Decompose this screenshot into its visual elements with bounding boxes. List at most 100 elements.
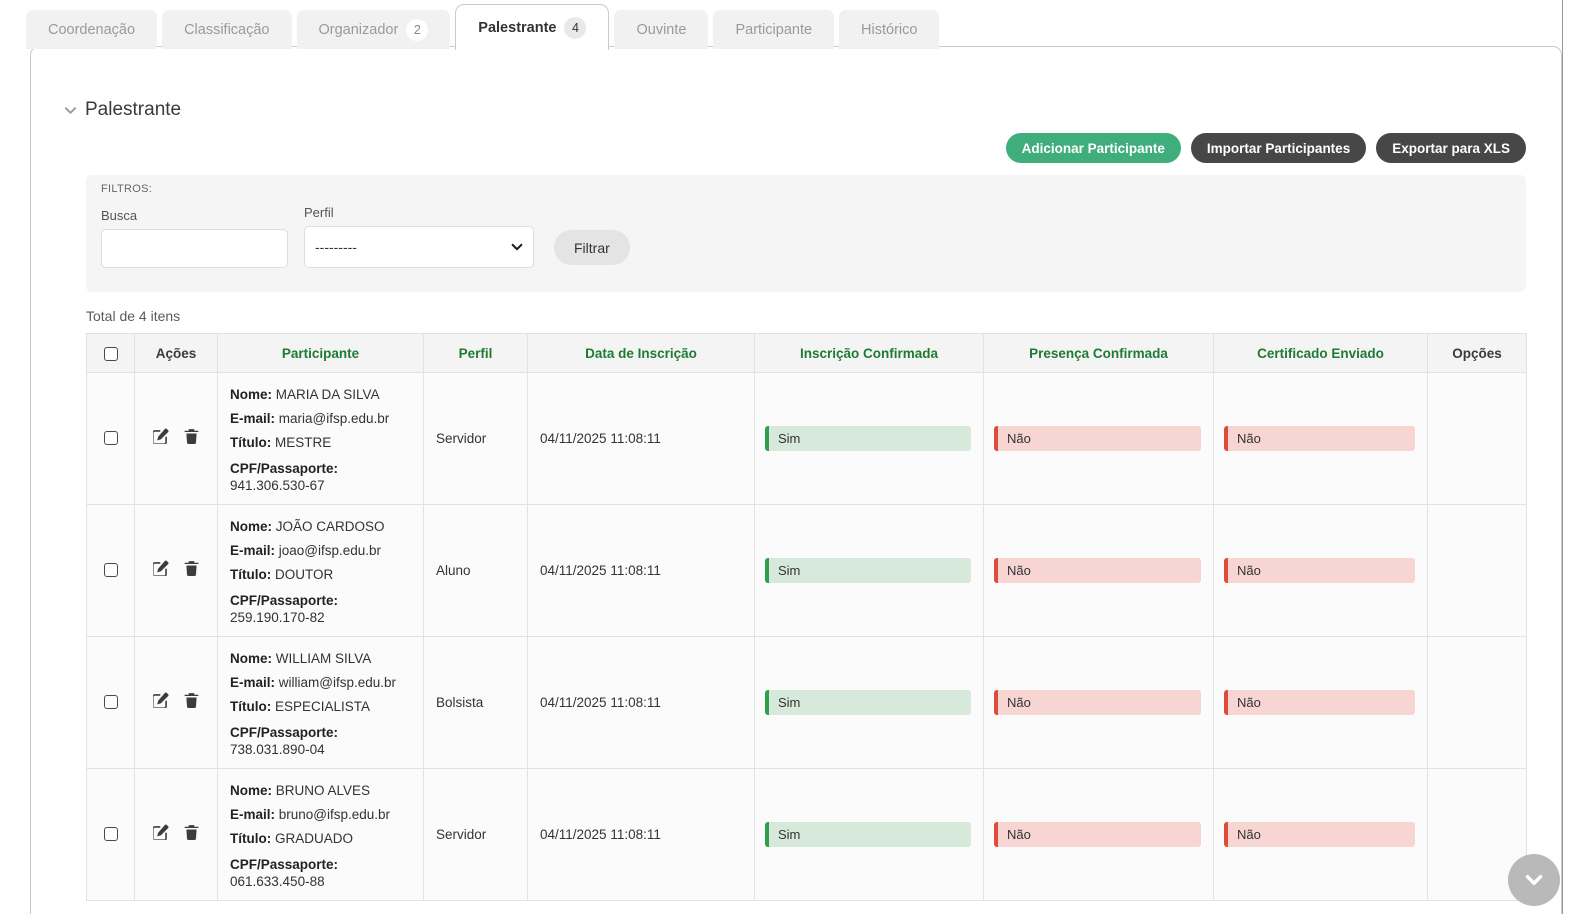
page-title: Palestrante [85, 99, 182, 120]
table-row: Nome: JOÃO CARDOSO E-mail: joao@ifsp.edu… [86, 504, 1527, 637]
search-input[interactable] [101, 229, 288, 268]
filter-button[interactable]: Filtrar [554, 230, 630, 265]
participant-name: WILLIAM SILVA [275, 651, 372, 666]
options-cell [1427, 372, 1527, 505]
registration-date: 04/11/2025 11:08:11 [527, 372, 755, 505]
window-edge-line [1562, 0, 1563, 914]
participant-email: bruno@ifsp.edu.br [278, 807, 391, 822]
participant-cpf: 259.190.170-82 [230, 610, 325, 625]
tab-content-panel: Palestrante Adicionar Participante Impor… [30, 46, 1562, 914]
tab-label: Histórico [861, 21, 918, 38]
edit-icon[interactable] [152, 428, 169, 445]
tab-ouvinte[interactable]: Ouvinte [614, 10, 709, 49]
participant-email: william@ifsp.edu.br [278, 675, 397, 690]
participant-name: JOÃO CARDOSO [275, 519, 385, 534]
select-all-checkbox[interactable] [103, 346, 118, 361]
participant-cpf: 941.306.530-67 [230, 478, 325, 493]
delete-icon[interactable] [183, 824, 200, 841]
edit-icon[interactable] [152, 560, 169, 577]
column-header-inscricao-confirmada[interactable]: Inscrição Confirmada [754, 333, 984, 373]
participant-title: ESPECIALISTA [275, 699, 371, 714]
status-badge-certificado: Não [1224, 558, 1415, 583]
tab-count-badge: 4 [564, 16, 587, 39]
status-badge-inscricao: Sim [765, 690, 971, 715]
status-badge-certificado: Não [1224, 426, 1415, 451]
tab-label: Palestrante [478, 19, 557, 36]
status-badge-inscricao: Sim [765, 426, 971, 451]
tab-label: Coordenação [48, 21, 136, 38]
edit-icon[interactable] [152, 824, 169, 841]
registration-date: 04/11/2025 11:08:11 [527, 504, 755, 637]
field-label-nome: Nome: [230, 519, 273, 534]
table-body: Nome: MARIA DA SILVA E-mail: maria@ifsp.… [86, 372, 1527, 901]
table-row: Nome: BRUNO ALVES E-mail: bruno@ifsp.edu… [86, 768, 1527, 901]
participant-profile: Servidor [423, 372, 528, 505]
field-label-email: E-mail: [230, 411, 276, 426]
tab-participante[interactable]: Participante [713, 10, 835, 49]
column-header-certificado-enviado[interactable]: Certificado Enviado [1213, 333, 1428, 373]
status-badge-presenca: Não [994, 690, 1201, 715]
delete-icon[interactable] [183, 560, 200, 577]
participant-email: maria@ifsp.edu.br [278, 411, 390, 426]
filters-title: FILTROS: [101, 183, 153, 195]
perfil-label: Perfil [304, 205, 334, 220]
tab-bar: Coordenação Classificação Organizador 2 … [26, 4, 940, 50]
options-cell [1427, 636, 1527, 769]
column-header-opcoes: Opções [1427, 333, 1527, 373]
participant-email: joao@ifsp.edu.br [278, 543, 382, 558]
row-checkbox[interactable] [103, 431, 118, 446]
status-badge-presenca: Não [994, 426, 1201, 451]
participant-name: MARIA DA SILVA [275, 387, 380, 402]
field-label-cpf: CPF/Passaporte: [230, 725, 339, 740]
import-participants-button[interactable]: Importar Participantes [1190, 133, 1367, 163]
table-row: Nome: WILLIAM SILVA E-mail: william@ifsp… [86, 636, 1527, 769]
delete-icon[interactable] [183, 692, 200, 709]
filters-panel: FILTROS: Busca Perfil --------- Filtrar [86, 175, 1526, 292]
column-header-data-inscricao[interactable]: Data de Inscrição [527, 333, 755, 373]
field-label-email: E-mail: [230, 543, 276, 558]
delete-icon[interactable] [183, 428, 200, 445]
tab-classificacao[interactable]: Classificação [162, 10, 292, 49]
chevron-down-icon [1525, 875, 1543, 885]
registration-date: 04/11/2025 11:08:11 [527, 636, 755, 769]
participant-cpf: 738.031.890-04 [230, 742, 325, 757]
participants-table: Ações Participante Perfil Data de Inscri… [86, 333, 1527, 901]
section-header[interactable]: Palestrante [63, 99, 1526, 121]
row-checkbox[interactable] [103, 563, 118, 578]
field-label-email: E-mail: [230, 675, 276, 690]
tab-palestrante[interactable]: Palestrante 4 [455, 4, 610, 50]
field-label-titulo: Título: [230, 831, 272, 846]
column-header-acoes: Ações [134, 333, 218, 373]
tab-organizador[interactable]: Organizador 2 [296, 10, 451, 49]
row-checkbox[interactable] [103, 827, 118, 842]
perfil-select[interactable]: --------- [304, 226, 534, 268]
field-label-nome: Nome: [230, 387, 273, 402]
participant-profile: Servidor [423, 768, 528, 901]
total-items-top: Total de 4 itens [86, 308, 181, 324]
field-label-titulo: Título: [230, 567, 272, 582]
status-badge-presenca: Não [994, 558, 1201, 583]
tab-label: Participante [735, 21, 813, 38]
participant-profile: Bolsista [423, 636, 528, 769]
scroll-down-button[interactable] [1508, 854, 1560, 906]
field-label-cpf: CPF/Passaporte: [230, 461, 339, 476]
add-participant-button[interactable]: Adicionar Participante [1005, 133, 1181, 163]
export-xls-button[interactable]: Exportar para XLS [1376, 133, 1526, 163]
table-header-row: Ações Participante Perfil Data de Inscri… [86, 333, 1527, 373]
status-badge-inscricao: Sim [765, 822, 971, 847]
column-header-participante[interactable]: Participante [217, 333, 424, 373]
options-cell [1427, 504, 1527, 637]
status-badge-inscricao: Sim [765, 558, 971, 583]
search-label: Busca [101, 208, 138, 223]
column-header-perfil[interactable]: Perfil [423, 333, 528, 373]
column-header-presenca-confirmada[interactable]: Presença Confirmada [983, 333, 1214, 373]
edit-icon[interactable] [152, 692, 169, 709]
table-row: Nome: MARIA DA SILVA E-mail: maria@ifsp.… [86, 372, 1527, 505]
tab-historico[interactable]: Histórico [839, 10, 940, 49]
participant-title: DOUTOR [275, 567, 334, 582]
tab-coordenacao[interactable]: Coordenação [26, 10, 158, 49]
row-checkbox[interactable] [103, 695, 118, 710]
field-label-titulo: Título: [230, 435, 272, 450]
field-label-email: E-mail: [230, 807, 276, 822]
participant-profile: Aluno [423, 504, 528, 637]
